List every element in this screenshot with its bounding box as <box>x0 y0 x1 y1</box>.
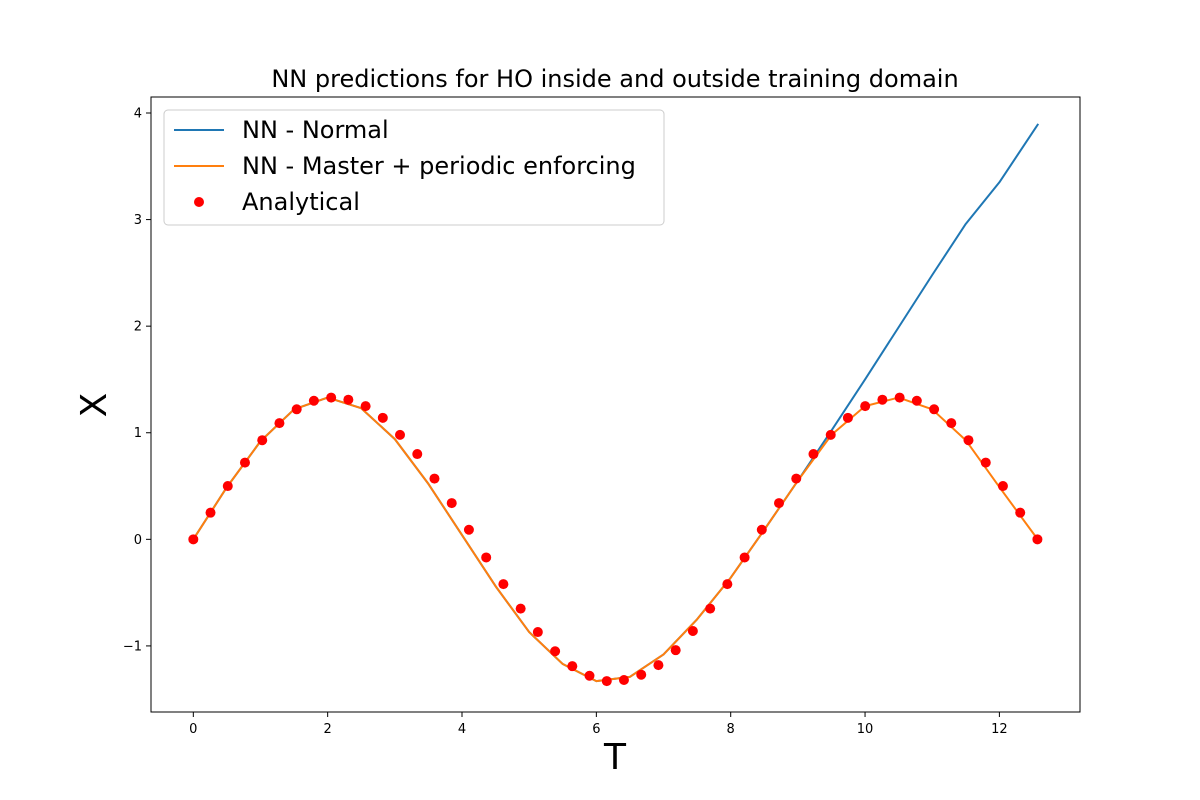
data-point <box>584 670 595 681</box>
data-point <box>360 401 371 412</box>
plot-frame <box>150 96 1081 713</box>
data-point <box>808 449 819 460</box>
series-1 <box>191 396 1040 683</box>
data-point <box>636 669 647 680</box>
data-point <box>239 457 250 468</box>
legend-swatch <box>194 197 204 207</box>
data-point <box>929 404 940 415</box>
data-point <box>791 473 802 484</box>
plot-series <box>188 123 1043 687</box>
data-point <box>722 579 733 590</box>
y-axis-label: X <box>74 393 115 418</box>
data-point <box>498 579 509 590</box>
data-point <box>980 457 991 468</box>
data-point <box>756 524 767 535</box>
data-point <box>481 552 492 563</box>
data-point <box>446 498 457 509</box>
x-tick-label: 0 <box>189 722 197 737</box>
data-point <box>877 394 888 405</box>
data-point <box>395 429 406 440</box>
data-point <box>205 507 216 518</box>
y-tick-label: 3 <box>134 213 142 228</box>
x-tick-label: 4 <box>458 722 466 737</box>
data-point <box>291 404 302 415</box>
data-point <box>894 392 905 403</box>
data-point <box>1015 507 1026 518</box>
data-point <box>188 534 199 545</box>
legend-item: NN - Normal <box>174 116 389 144</box>
legend-box <box>163 109 665 226</box>
data-point <box>946 418 957 429</box>
x-tick-label: 2 <box>324 722 332 737</box>
legend-item: Analytical <box>194 188 360 216</box>
data-point <box>274 418 285 429</box>
y-tick-label: 4 <box>134 106 142 121</box>
data-point <box>308 395 319 406</box>
data-point <box>705 603 716 614</box>
legend-item: NN - Master + periodic enforcing <box>174 152 636 180</box>
data-point <box>257 435 268 446</box>
legend: NN - Normal NN - Master + periodic enforc… <box>163 109 665 226</box>
data-point <box>1032 534 1043 545</box>
y-tick-label: −1 <box>123 639 142 654</box>
y-tick-label: 2 <box>134 320 142 335</box>
data-point <box>825 429 836 440</box>
data-point <box>963 435 974 446</box>
legend-label: Analytical <box>242 188 360 216</box>
data-point <box>739 552 750 563</box>
x-tick-label: 6 <box>592 722 600 737</box>
data-point <box>326 392 337 403</box>
data-point <box>842 412 853 423</box>
data-point <box>774 498 784 509</box>
data-point <box>618 675 629 686</box>
x-tick-label: 8 <box>727 722 735 737</box>
legend-label: NN - Normal <box>242 116 389 144</box>
data-point <box>222 481 233 492</box>
data-point <box>670 645 681 656</box>
data-point <box>687 625 698 636</box>
x-axis-label: T <box>603 737 627 778</box>
data-point <box>997 481 1008 492</box>
x-tick-label: 12 <box>991 722 1008 737</box>
data-point <box>377 412 388 423</box>
data-point <box>429 473 440 484</box>
data-point <box>911 395 922 406</box>
data-point <box>515 603 526 614</box>
series-line <box>191 396 1040 683</box>
data-point <box>860 401 871 412</box>
data-point <box>601 676 612 687</box>
data-point <box>532 627 543 638</box>
data-point <box>653 660 664 671</box>
data-point <box>412 449 423 460</box>
y-tick-label: 1 <box>134 426 142 441</box>
chart-title: NN predictions for HO inside and outside… <box>271 65 958 93</box>
data-point <box>567 661 578 672</box>
series-2 <box>188 392 1043 687</box>
data-point <box>463 524 474 535</box>
data-point <box>550 646 561 657</box>
x-tick-label: 10 <box>857 722 874 737</box>
data-point <box>343 394 354 405</box>
legend-label: NN - Master + periodic enforcing <box>242 152 636 180</box>
y-tick-label: 0 <box>134 533 142 548</box>
